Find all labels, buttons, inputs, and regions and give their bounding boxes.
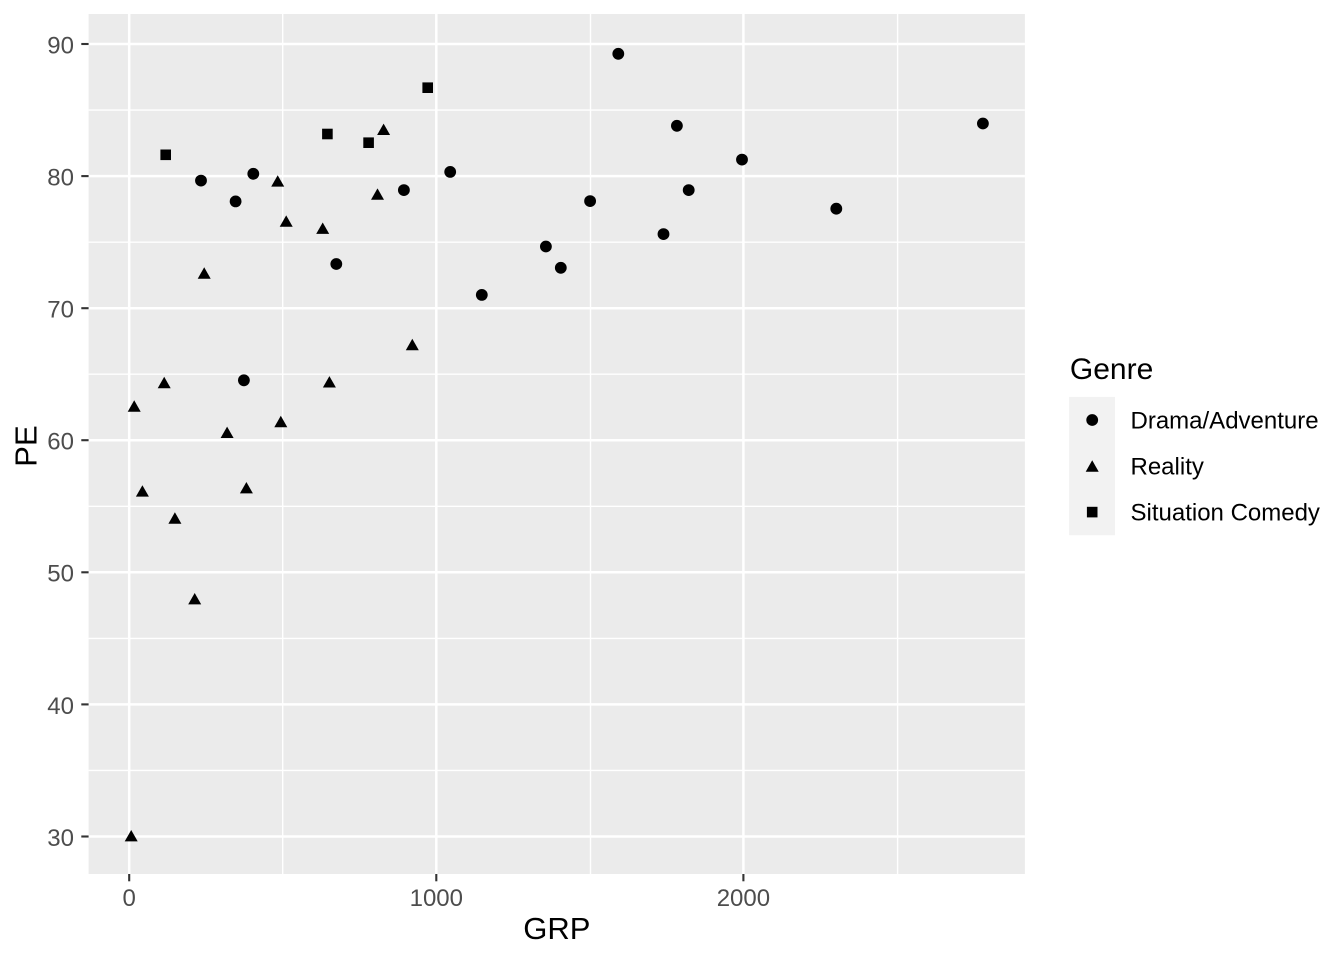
svg-text:70: 70 (47, 297, 74, 324)
svg-text:Reality: Reality (1131, 453, 1204, 480)
svg-text:GRP: GRP (523, 911, 590, 946)
svg-text:40: 40 (47, 693, 74, 720)
svg-text:Drama/Adventure: Drama/Adventure (1131, 407, 1319, 434)
svg-text:PE: PE (9, 425, 44, 466)
svg-text:80: 80 (47, 165, 74, 192)
svg-text:90: 90 (47, 32, 74, 59)
svg-text:1000: 1000 (410, 885, 463, 912)
svg-text:0: 0 (123, 885, 136, 912)
svg-text:50: 50 (47, 561, 74, 588)
svg-text:60: 60 (47, 429, 74, 456)
svg-text:2000: 2000 (717, 885, 770, 912)
svg-text:Genre: Genre (1070, 353, 1153, 386)
svg-text:30: 30 (47, 825, 74, 852)
svg-text:Situation Comedy: Situation Comedy (1131, 500, 1320, 527)
